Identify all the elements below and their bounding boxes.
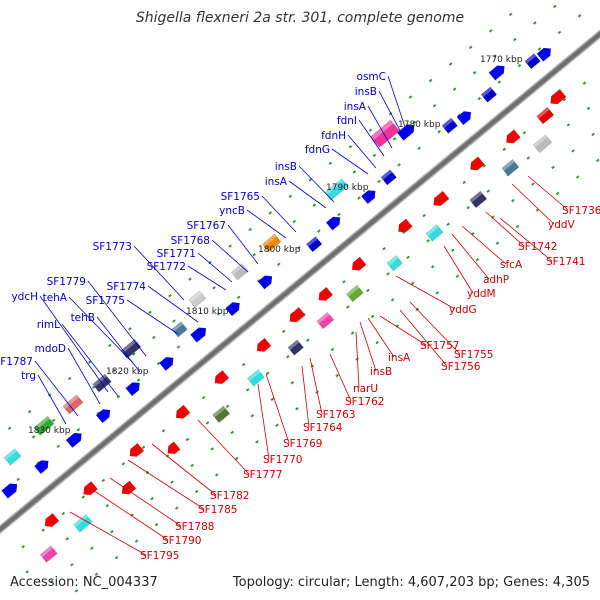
scale-label: 1810 kbp bbox=[186, 307, 229, 317]
scale-label: 1820 kbp bbox=[106, 367, 149, 377]
gene-label[interactable]: sfcA bbox=[500, 259, 523, 271]
gene-label[interactable]: fdnH bbox=[321, 130, 346, 142]
gene-label[interactable]: SF1757 bbox=[420, 340, 459, 352]
gene-label[interactable]: SF1742 bbox=[518, 241, 557, 253]
scale-label: 1780 kbp bbox=[398, 120, 441, 130]
gene-label[interactable]: SF1768 bbox=[171, 235, 210, 247]
gene-label[interactable]: SF1790 bbox=[162, 535, 201, 547]
gene-label[interactable]: SF1764 bbox=[303, 422, 343, 434]
gene-label[interactable]: SF1779 bbox=[47, 276, 86, 288]
gene-label[interactable]: yddM bbox=[467, 288, 496, 300]
scale-label: 1800 kbp bbox=[258, 245, 301, 255]
gene-label[interactable]: SF1769 bbox=[283, 438, 322, 450]
gene-label[interactable]: tehA bbox=[43, 292, 68, 304]
gene-label[interactable]: SF1770 bbox=[263, 454, 302, 466]
gene-label[interactable]: ydcH bbox=[11, 291, 38, 303]
gene-label[interactable]: SF1775 bbox=[86, 295, 125, 307]
scale-label: 1830 kbp bbox=[28, 426, 71, 436]
scale-label: 1770 kbp bbox=[480, 55, 523, 65]
gene-label[interactable]: SF1787 bbox=[0, 356, 33, 368]
gene-label[interactable]: SF1741 bbox=[546, 256, 585, 268]
gene-label[interactable]: SF1795 bbox=[140, 550, 179, 562]
gene-label[interactable]: SF1777 bbox=[243, 469, 282, 481]
gene-label[interactable]: SF1755 bbox=[454, 349, 493, 361]
gene-label[interactable]: SF1767 bbox=[187, 220, 226, 232]
gene-label[interactable]: yddV bbox=[548, 219, 576, 231]
label-leader-lines bbox=[34, 75, 569, 556]
gene-label[interactable]: SF1788 bbox=[175, 521, 214, 533]
gene-label[interactable]: adhP bbox=[483, 274, 509, 286]
gene-label[interactable]: yddG bbox=[449, 304, 477, 316]
gene-label[interactable]: SF1774 bbox=[107, 281, 147, 293]
gene-label[interactable]: SF1756 bbox=[441, 361, 481, 373]
gene-label[interactable]: narU bbox=[353, 383, 378, 395]
gene-label[interactable]: SF1773 bbox=[93, 241, 132, 253]
gene-label[interactable]: SF1736 bbox=[562, 205, 600, 217]
gene-label[interactable]: fdnG bbox=[305, 144, 330, 156]
gene-label[interactable]: insA bbox=[388, 352, 411, 364]
gene-label[interactable]: insA bbox=[344, 101, 367, 113]
gene-label[interactable]: insA bbox=[265, 176, 288, 188]
gene-label[interactable]: SF1763 bbox=[316, 409, 355, 421]
genome-summary: Topology: circular; Length: 4,607,203 bp… bbox=[232, 575, 590, 590]
gene-labels: osmC insB insA fdnI fdnH fdnG insB insA SF1765 yn… bbox=[0, 71, 600, 562]
gene-features bbox=[1, 47, 567, 563]
scale-label: 1790 kbp bbox=[326, 183, 369, 193]
gene-label[interactable]: insB bbox=[275, 161, 297, 173]
gene-label[interactable]: tehB bbox=[71, 312, 95, 324]
gene-label[interactable]: SF1785 bbox=[198, 504, 237, 516]
gene-label[interactable]: SF1762 bbox=[345, 396, 384, 408]
gene-label[interactable]: trg bbox=[21, 370, 36, 382]
accession-label: Accession: NC_004337 bbox=[10, 575, 158, 590]
gene-label[interactable]: SF1772 bbox=[147, 261, 186, 273]
gene-label[interactable]: mdoD bbox=[35, 343, 66, 355]
gene-label[interactable]: osmC bbox=[357, 71, 386, 83]
gene-label[interactable]: SF1782 bbox=[210, 490, 249, 502]
gene-label[interactable]: fdnI bbox=[337, 115, 357, 127]
gene-label[interactable]: yncB bbox=[219, 205, 245, 217]
genome-title: Shigella flexneri 2a str. 301, complete … bbox=[136, 10, 464, 26]
gene-label[interactable]: SF1765 bbox=[221, 191, 260, 203]
scale-labels: 1770 kbp 1780 kbp 1790 kbp 1800 kbp 1810 kbp… bbox=[28, 55, 523, 436]
gene-label[interactable]: rimL bbox=[37, 319, 60, 331]
genome-backbone bbox=[0, 29, 600, 535]
gene-label[interactable]: SF1771 bbox=[157, 248, 196, 260]
gene-label[interactable]: insB bbox=[355, 86, 377, 98]
gene-label[interactable]: insB bbox=[370, 366, 392, 378]
